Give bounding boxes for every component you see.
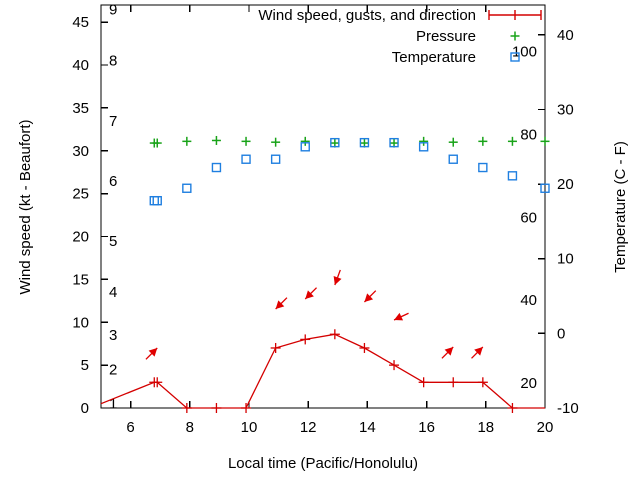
wind-direction-arrow-NE bbox=[145, 347, 158, 360]
y-axis-right-title: Temperature (C - F) bbox=[612, 141, 629, 273]
chart-legend: Wind speed, gusts, and direction Pressur… bbox=[258, 7, 542, 66]
beaufort-tick-2: 2 bbox=[109, 361, 117, 378]
plot-frame bbox=[100, 4, 546, 409]
left-axis-tick-30: 30 bbox=[72, 143, 89, 160]
wind-direction-arrow-WSW bbox=[393, 312, 409, 321]
wind-direction-arrow-SSW bbox=[333, 269, 342, 286]
right-inner-axis-labels: 20 40 60 80 100 bbox=[512, 43, 537, 392]
beaufort-tick-6: 6 bbox=[109, 173, 117, 190]
left-outer-axis-labels: 0 5 10 15 20 25 30 35 40 45 bbox=[72, 14, 89, 417]
right-axis-tick-c-30: 30 bbox=[557, 101, 574, 118]
beaufort-tick-8: 8 bbox=[109, 53, 117, 70]
x-axis-tick-14: 14 bbox=[359, 419, 376, 436]
left-axis-tick-10: 10 bbox=[72, 314, 89, 331]
x-axis-tick-labels: 6 8 10 12 14 16 18 20 bbox=[126, 419, 553, 436]
x-axis-tick-6: 6 bbox=[126, 419, 134, 436]
series-temperature bbox=[149, 137, 550, 206]
left-axis-tick-40: 40 bbox=[72, 57, 89, 74]
temperature-marker bbox=[211, 162, 222, 173]
legend-marker-temperature bbox=[510, 52, 520, 62]
temperature-marker bbox=[149, 195, 159, 206]
beaufort-tick-7: 7 bbox=[109, 113, 117, 130]
temperature-marker bbox=[418, 142, 429, 152]
tick-marks bbox=[101, 5, 546, 409]
left-axis-tick-15: 15 bbox=[72, 271, 89, 288]
wind-direction-arrow-NE bbox=[471, 346, 484, 359]
left-axis-tick-45: 45 bbox=[72, 14, 89, 31]
right-axis-tick-f-100: 100 bbox=[512, 43, 537, 60]
wind-direction-arrow-SW bbox=[275, 297, 288, 310]
legend-label-temperature: Temperature bbox=[392, 49, 476, 66]
left-inner-axis-labels: 1 2 3 4 5 6 7 8 9 bbox=[109, 1, 117, 412]
beaufort-tick-3: 3 bbox=[109, 327, 117, 344]
left-axis-tick-35: 35 bbox=[72, 100, 89, 117]
right-axis-tick-c-20: 20 bbox=[557, 176, 574, 193]
wind-direction-arrows bbox=[145, 269, 484, 360]
x-axis-tick-20: 20 bbox=[537, 419, 554, 436]
temperature-marker bbox=[182, 183, 192, 193]
right-axis-tick-f-20: 20 bbox=[520, 375, 537, 392]
wind-direction-arrow-SW bbox=[363, 290, 377, 303]
temperature-marker bbox=[389, 137, 399, 148]
x-axis-tick-12: 12 bbox=[300, 419, 317, 436]
temperature-marker bbox=[540, 183, 550, 193]
left-axis-tick-0: 0 bbox=[81, 400, 89, 417]
temperature-marker bbox=[270, 154, 281, 164]
x-axis-title: Local time (Pacific/Honolulu) bbox=[228, 455, 418, 472]
right-axis-tick-c-40: 40 bbox=[557, 27, 574, 44]
y-axis-left-title: Wind speed (kt - Beaufort) bbox=[17, 119, 34, 294]
temperature-marker bbox=[241, 154, 251, 164]
wind-direction-arrow-SW bbox=[304, 287, 318, 300]
x-axis-tick-18: 18 bbox=[477, 419, 494, 436]
beaufort-tick-1: 1 bbox=[109, 396, 117, 413]
temperature-marker bbox=[152, 195, 162, 206]
left-axis-tick-5: 5 bbox=[81, 357, 89, 374]
beaufort-tick-4: 4 bbox=[109, 284, 117, 301]
wind-speed-line bbox=[100, 333, 545, 409]
right-outer-axis-labels: -10 0 10 20 30 40 bbox=[557, 27, 579, 417]
right-axis-tick-c-10: 10 bbox=[557, 251, 574, 268]
right-axis-tick-c--10: -10 bbox=[557, 400, 579, 417]
left-axis-tick-25: 25 bbox=[72, 186, 89, 203]
x-axis-tick-10: 10 bbox=[241, 419, 258, 436]
temperature-marker bbox=[478, 162, 488, 173]
right-axis-tick-c-0: 0 bbox=[557, 325, 565, 342]
legend-label-wind-speed: Wind speed, gusts, and direction bbox=[258, 7, 476, 24]
temperature-marker bbox=[359, 137, 370, 148]
temperature-marker bbox=[330, 137, 340, 148]
right-axis-tick-f-40: 40 bbox=[520, 292, 537, 309]
series-pressure bbox=[149, 135, 550, 148]
right-axis-tick-f-60: 60 bbox=[520, 209, 537, 226]
right-axis-tick-f-80: 80 bbox=[520, 126, 537, 143]
x-axis-tick-16: 16 bbox=[418, 419, 435, 436]
wind-direction-arrow-NE bbox=[441, 346, 454, 359]
series-wind-speed bbox=[100, 329, 545, 413]
temperature-marker bbox=[448, 154, 458, 164]
x-axis-tick-8: 8 bbox=[186, 419, 194, 436]
temperature-marker bbox=[507, 171, 518, 181]
left-axis-tick-20: 20 bbox=[72, 229, 89, 246]
legend-markers bbox=[488, 10, 542, 62]
legend-label-pressure: Pressure bbox=[416, 28, 476, 45]
beaufort-tick-5: 5 bbox=[109, 233, 117, 250]
temperature-marker bbox=[300, 142, 310, 152]
beaufort-tick-9: 9 bbox=[109, 1, 117, 18]
